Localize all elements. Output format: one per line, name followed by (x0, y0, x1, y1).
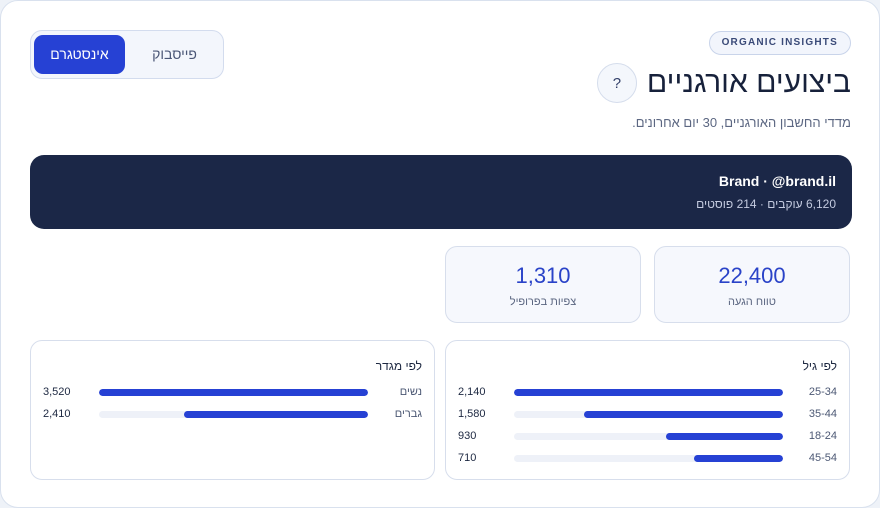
age-row-label: 18-24 (808, 430, 837, 442)
age-bar-fill (693, 455, 783, 462)
page-subtitle: מדדי החשבון האורגניים, 30 יום אחרונים. (632, 115, 851, 130)
kpi-reach-card: 22,400 טווח הגעה (654, 246, 850, 323)
gender-bar-fill (183, 411, 368, 418)
gender-breakdown-card: לפי מגדר נשים 3,520 גברים 2,410 (30, 340, 435, 480)
gender-row-value: 3,520 (43, 386, 71, 398)
help-button[interactable]: ? (596, 63, 637, 103)
gender-row-label: גברים (394, 408, 422, 420)
gender-row-label: נשים (399, 386, 422, 398)
platform-switch: אינסטגרם פייסבוק (30, 30, 224, 79)
kpi-reach-value: 22,400 (718, 263, 786, 288)
gender-row: גברים 2,410 (31, 407, 434, 421)
age-breakdown-card: לפי גיל 25-34 2,140 35-44 1,580 18-24 930 45-5… (445, 340, 850, 480)
gender-bar-track (99, 389, 368, 396)
gender-bar-fill (99, 389, 368, 396)
age-bar-fill (584, 411, 783, 418)
age-row-value: 710 (458, 452, 477, 464)
account-stats: 6,120 עוקבים · 214 פוסטים (696, 197, 836, 211)
kpi-profile-views-label: צפיות בפרופיל (509, 296, 577, 308)
gender-bar-track (99, 411, 368, 418)
question-mark-icon: ? (612, 74, 622, 92)
age-row-value: 2,140 (458, 386, 486, 398)
age-row: 35-44 1,580 (446, 407, 849, 421)
age-bar-track (514, 411, 783, 418)
kpi-profile-views-value: 1,310 (515, 263, 571, 288)
age-bar-track (514, 455, 783, 462)
age-bar-fill (514, 389, 783, 396)
age-row-label: 45-54 (808, 452, 837, 464)
age-bar-track (514, 433, 783, 440)
age-breakdown-title: לפי גיל (802, 359, 837, 373)
kpi-reach-label: טווח הגעה (728, 296, 776, 308)
age-row-label: 35-44 (808, 408, 837, 420)
age-bar-fill (666, 433, 783, 440)
page-title: ביצועים אורגניים (646, 66, 851, 99)
organic-insights-badge: ORGANIC INSIGHTS (708, 31, 851, 55)
kpi-profile-views-card: 1,310 צפיות בפרופיל (445, 246, 641, 323)
age-row-value: 1,580 (458, 408, 486, 420)
title-row: ביצועים אורגניים ? (596, 63, 851, 103)
age-row-label: 25-34 (808, 386, 837, 398)
age-row: 18-24 930 (446, 429, 849, 443)
gender-row-value: 2,410 (43, 408, 71, 420)
tab-facebook[interactable]: פייסבוק (152, 46, 197, 62)
gender-breakdown-title: לפי מגדר (375, 359, 422, 373)
gender-row: נשים 3,520 (31, 385, 434, 399)
age-row: 45-54 710 (446, 451, 849, 465)
account-banner: Brand · @brand.il 6,120 עוקבים · 214 פוס… (30, 155, 852, 229)
age-row: 25-34 2,140 (446, 385, 849, 399)
age-bar-track (514, 389, 783, 396)
age-row-value: 930 (458, 430, 477, 442)
account-name: Brand · @brand.il (718, 173, 836, 189)
tab-instagram[interactable]: אינסטגרם (34, 35, 125, 74)
